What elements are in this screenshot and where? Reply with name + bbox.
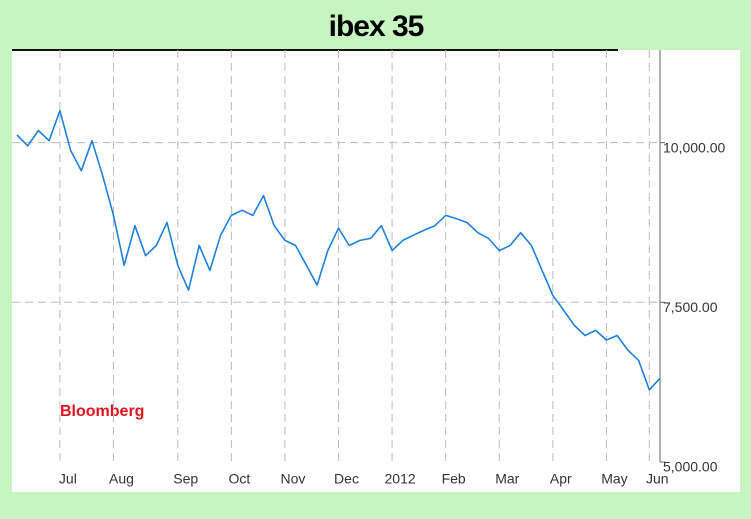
y-tick-label: 7,500.00 bbox=[663, 299, 718, 315]
x-tick-label: Aug bbox=[109, 471, 134, 487]
y-tick-label: 10,000.00 bbox=[663, 139, 725, 155]
x-tick-label: Dec bbox=[334, 471, 359, 487]
x-tick-label: Sep bbox=[173, 471, 198, 487]
x-tick-label: 2012 bbox=[385, 471, 416, 487]
chart-title: ibex 35 bbox=[329, 10, 424, 43]
x-tick-label: Feb bbox=[442, 471, 466, 487]
x-tick-label: Nov bbox=[280, 471, 305, 487]
annotation: Bloomberg bbox=[60, 403, 144, 420]
x-tick-label: Apr bbox=[550, 471, 572, 487]
line bbox=[16, 109, 661, 391]
x-tick-label: Mar bbox=[495, 471, 519, 487]
x-tick-label: Jul bbox=[59, 471, 77, 487]
x-tick-label: Oct bbox=[228, 471, 250, 487]
x-tick-label: May bbox=[601, 471, 627, 487]
x-tick-label: Jun bbox=[646, 471, 669, 487]
plot-background bbox=[12, 50, 740, 492]
y-tick-label: 5,000.00 bbox=[663, 459, 718, 475]
